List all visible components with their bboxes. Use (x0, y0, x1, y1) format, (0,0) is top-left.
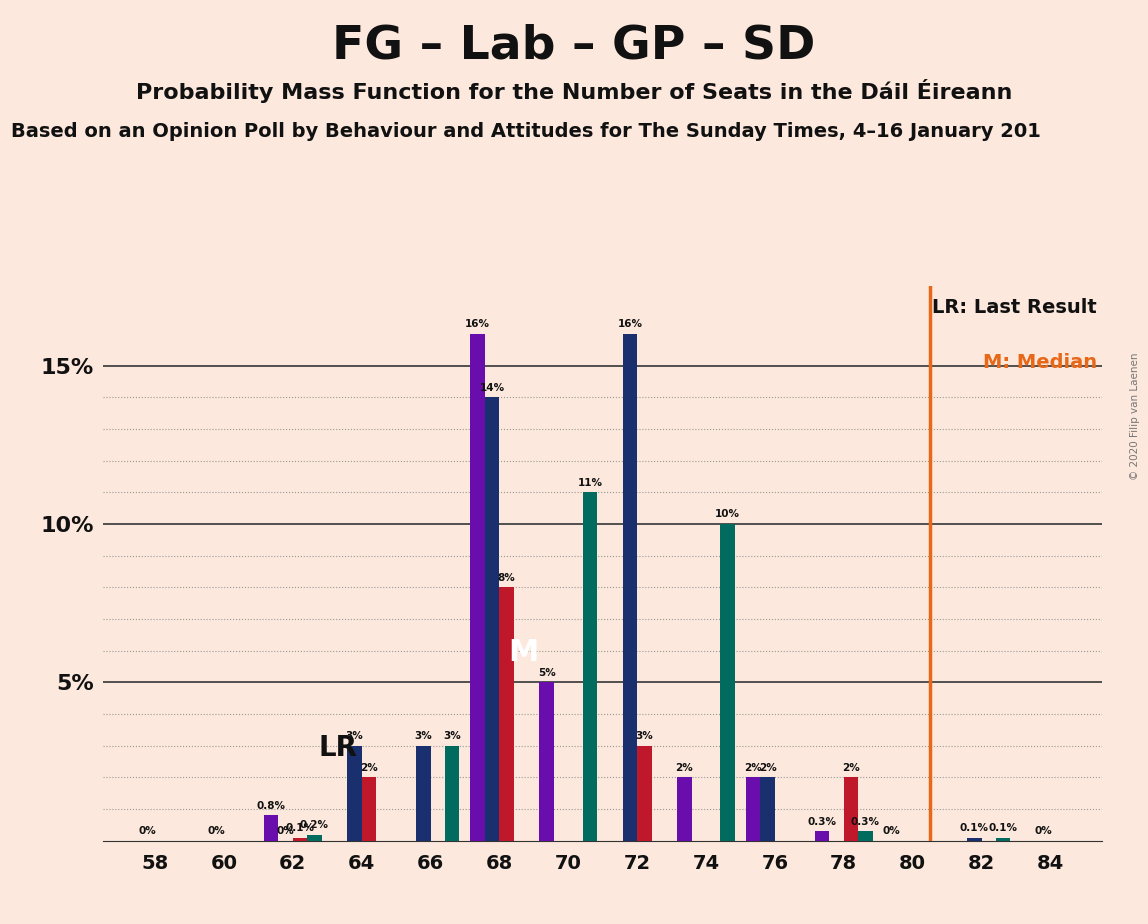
Text: FG – Lab – GP – SD: FG – Lab – GP – SD (332, 23, 816, 68)
Text: 2%: 2% (360, 762, 378, 772)
Bar (859, 832, 872, 841)
Bar (484, 397, 499, 841)
Text: Based on an Opinion Poll by Behaviour and Attitudes for The Sunday Times, 4–16 J: Based on an Opinion Poll by Behaviour an… (11, 122, 1041, 141)
Text: 0%: 0% (208, 826, 225, 836)
Bar (362, 777, 377, 841)
Bar (637, 746, 652, 841)
Text: 0.8%: 0.8% (256, 801, 286, 810)
Bar (721, 524, 735, 841)
Bar (746, 777, 760, 841)
Text: 0%: 0% (277, 826, 294, 836)
Bar (445, 746, 459, 841)
Text: 0%: 0% (882, 826, 900, 836)
Text: 3%: 3% (443, 731, 461, 741)
Bar (416, 746, 430, 841)
Text: 2%: 2% (675, 762, 693, 772)
Bar (996, 838, 1010, 841)
Text: 3%: 3% (346, 731, 363, 741)
Text: 2%: 2% (759, 762, 776, 772)
Bar (347, 746, 362, 841)
Text: 3%: 3% (636, 731, 653, 741)
Text: 0.3%: 0.3% (851, 817, 881, 827)
Text: LR: Last Result: LR: Last Result (932, 298, 1097, 317)
Text: 2%: 2% (744, 762, 762, 772)
Bar (760, 777, 775, 841)
Text: 5%: 5% (537, 668, 556, 677)
Text: Probability Mass Function for the Number of Seats in the Dáil Éireann: Probability Mass Function for the Number… (135, 79, 1013, 103)
Bar (815, 832, 829, 841)
Text: 0.1%: 0.1% (960, 823, 988, 833)
Text: M: M (509, 638, 538, 666)
Text: 16%: 16% (618, 319, 643, 329)
Text: 0.2%: 0.2% (300, 820, 329, 830)
Bar (264, 816, 278, 841)
Text: 10%: 10% (715, 509, 740, 519)
Bar (677, 777, 691, 841)
Text: 0.3%: 0.3% (807, 817, 837, 827)
Text: 11%: 11% (577, 478, 603, 488)
Text: 0%: 0% (139, 826, 156, 836)
Bar (499, 588, 514, 841)
Text: 0%: 0% (1034, 826, 1052, 836)
Text: 14%: 14% (480, 383, 505, 393)
Bar (471, 334, 484, 841)
Text: 2%: 2% (843, 762, 860, 772)
Text: M: Median: M: Median (983, 353, 1097, 372)
Text: LR: LR (318, 734, 357, 761)
Bar (308, 834, 321, 841)
Bar (622, 334, 637, 841)
Bar (967, 838, 982, 841)
Text: 8%: 8% (498, 573, 515, 583)
Text: 0.1%: 0.1% (286, 823, 315, 833)
Text: 0.1%: 0.1% (988, 823, 1018, 833)
Bar (583, 492, 597, 841)
Text: © 2020 Filip van Laenen: © 2020 Filip van Laenen (1130, 352, 1140, 480)
Text: 16%: 16% (465, 319, 490, 329)
Bar (293, 838, 308, 841)
Text: 3%: 3% (414, 731, 432, 741)
Bar (844, 777, 859, 841)
Bar (540, 683, 553, 841)
